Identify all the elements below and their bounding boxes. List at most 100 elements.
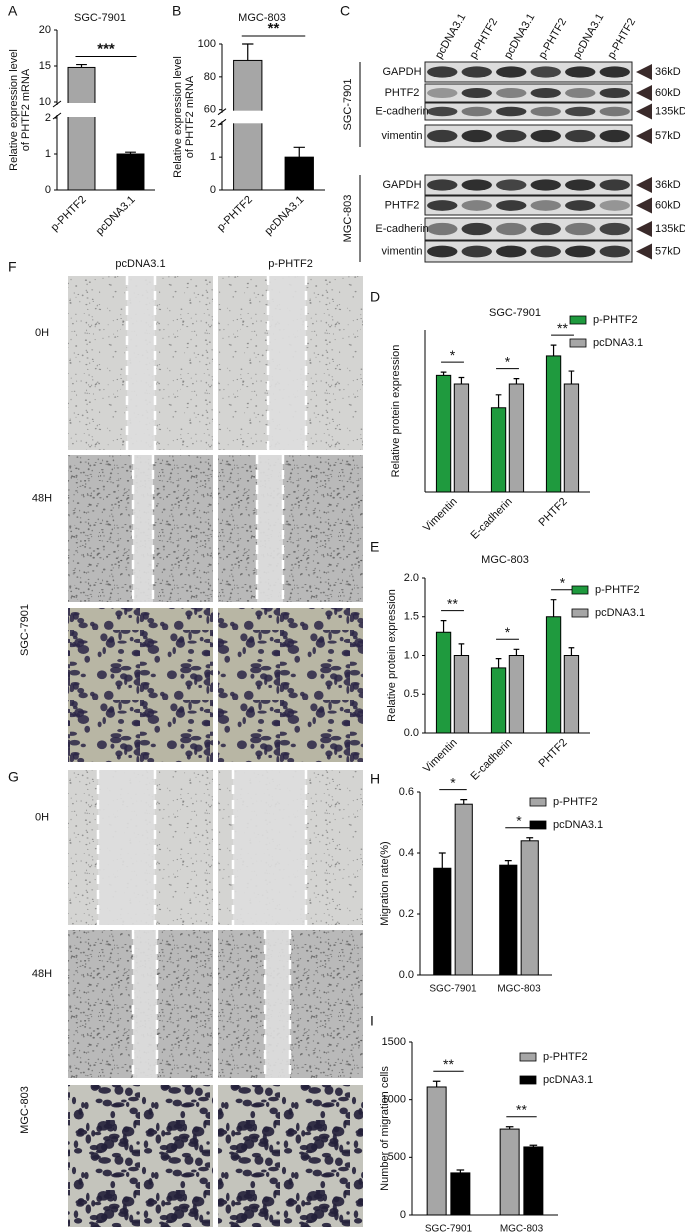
blot-band <box>496 87 527 99</box>
error-bar <box>458 643 465 656</box>
cell-line-label: SGC-7901 <box>342 79 354 131</box>
blot-band <box>599 179 630 191</box>
blot-band <box>530 106 561 117</box>
significance-label: ** <box>557 320 568 336</box>
protein-label: PHTF2 <box>385 87 420 99</box>
legend-swatch <box>571 585 589 595</box>
significance-label: * <box>450 347 456 363</box>
chart-title: SGC-7901 <box>489 307 541 319</box>
bar-break-gap <box>67 103 96 117</box>
y-tick-label: 1 <box>210 151 216 163</box>
size-label: 57kD <box>655 130 681 142</box>
wound-gap <box>127 276 155 450</box>
blot-band <box>530 66 561 78</box>
y-tick-label: 1 <box>45 148 51 160</box>
y-tick-label: 0.5 <box>404 688 419 700</box>
y-axis-label: Relative protein expression <box>390 345 402 478</box>
wound-gap <box>257 455 283 602</box>
y-tick-label: 2 <box>210 118 216 130</box>
panel-letter: D <box>370 289 380 305</box>
bar <box>435 631 452 734</box>
bar <box>453 655 470 734</box>
blot-band <box>530 200 561 211</box>
row-label: 48H <box>32 492 52 504</box>
bar <box>233 59 263 191</box>
size-label: 36kD <box>655 66 681 78</box>
error-bar <box>568 647 575 656</box>
arrow <box>636 197 652 214</box>
blot-band <box>530 245 561 258</box>
cell-line-label: MGC-803 <box>342 195 354 243</box>
error-bar <box>550 344 557 356</box>
error-bar <box>440 371 447 376</box>
y-tick-label: 80 <box>204 71 216 83</box>
panel-letter: F <box>8 259 17 275</box>
size-label: 36kD <box>655 179 681 191</box>
arrow <box>636 221 652 237</box>
blot-band <box>496 179 527 191</box>
size-label: 135kD <box>655 223 685 235</box>
y-axis-label: Migration rate(%) <box>379 841 391 925</box>
blot-band <box>599 87 630 99</box>
micrograph <box>68 1085 213 1227</box>
error-bar <box>505 1126 514 1130</box>
blot-band <box>565 87 596 99</box>
error-bar <box>76 63 87 68</box>
row-label: 48H <box>32 968 52 980</box>
legend-label: p-PHTF2 <box>543 1051 588 1063</box>
legend-label: p-PHTF2 <box>553 796 598 808</box>
panel-letter: A <box>8 3 18 19</box>
blot-band <box>427 245 458 258</box>
legend-swatch <box>569 338 587 348</box>
lane-label: p-PHTF2 <box>605 16 638 61</box>
legend-label: p-PHTF2 <box>595 584 640 596</box>
blot-band <box>427 179 458 191</box>
micrograph <box>218 1085 363 1227</box>
chart-title: MGC-803 <box>238 12 286 24</box>
bar <box>67 66 96 191</box>
panel-letter: I <box>370 1013 374 1029</box>
legend-swatch <box>519 1075 537 1085</box>
bar <box>499 864 518 976</box>
blot-band <box>565 245 596 258</box>
arrow <box>636 128 652 144</box>
blot-band <box>496 222 527 236</box>
panel-letter: G <box>8 769 19 785</box>
error-bar <box>526 837 534 841</box>
blot-band <box>530 222 561 236</box>
y-tick-label: 1.5 <box>404 611 419 623</box>
blot-band <box>461 66 492 78</box>
x-tick-label: p-PHTF2 <box>215 194 255 234</box>
legend-label: pcDNA3.1 <box>595 607 645 619</box>
blot-band <box>599 106 630 117</box>
significance-label: ** <box>516 1101 527 1117</box>
blot-band <box>427 129 458 143</box>
blot-band <box>427 222 458 236</box>
error-bar <box>242 43 254 61</box>
significance-label: ** <box>443 1056 454 1072</box>
row-label: 0H <box>35 327 49 339</box>
significance-label: * <box>516 812 522 828</box>
bar <box>523 1146 544 1216</box>
micrograph <box>68 608 213 762</box>
legend-label: pcDNA3.1 <box>543 1074 593 1086</box>
column-label: pcDNA3.1 <box>115 258 165 270</box>
size-label: 57kD <box>655 245 681 257</box>
y-axis-label: of PHTF2 mRNA <box>20 68 32 151</box>
axis-break <box>217 108 227 116</box>
bar <box>545 355 562 493</box>
arrow <box>636 85 652 101</box>
arrow <box>636 103 652 120</box>
wound-gap <box>98 770 155 925</box>
blot-band <box>461 245 492 258</box>
y-tick-label: 0.4 <box>399 847 414 859</box>
wound-gap <box>133 930 157 1078</box>
y-tick-label: 0 <box>210 184 216 196</box>
arrow <box>636 243 652 260</box>
lane-label: p-PHTF2 <box>536 16 569 61</box>
row-label: 0H <box>35 811 49 823</box>
x-tick-label: PHTF2 <box>537 737 570 770</box>
error-bar <box>550 599 557 617</box>
x-tick-label: SGC-7901 <box>425 1224 473 1232</box>
